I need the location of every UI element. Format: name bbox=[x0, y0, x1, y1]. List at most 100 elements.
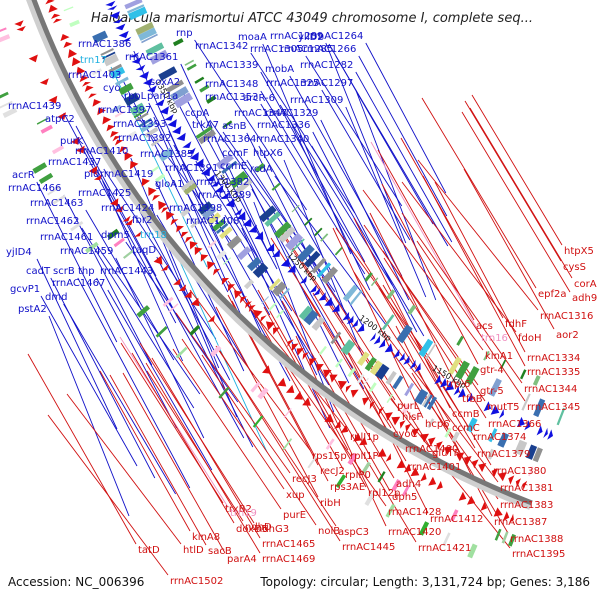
feature-block bbox=[283, 408, 292, 419]
forward-gene-arrow bbox=[225, 198, 235, 208]
feature-block bbox=[488, 428, 498, 443]
feature-block bbox=[123, 92, 140, 107]
reverse-gene-label: rrnAC1401 bbox=[408, 462, 461, 473]
reverse-leader-line bbox=[362, 189, 484, 351]
feature-block bbox=[494, 528, 502, 541]
reverse-gene-label: rrnAC1400 bbox=[405, 444, 458, 455]
forward-gene-label: mobA bbox=[265, 64, 294, 75]
reverse-gene-label: corA bbox=[574, 279, 597, 290]
reverse-gene-arrow bbox=[443, 446, 453, 456]
feature-block bbox=[521, 393, 531, 411]
reverse-gene-label: cysS bbox=[563, 262, 586, 273]
reverse-gene-arrow bbox=[51, 13, 61, 19]
reverse-leader-line bbox=[172, 348, 282, 510]
forward-gene-arrow bbox=[210, 180, 220, 187]
forward-gene-label: rrnAC1353 bbox=[205, 92, 258, 103]
forward-leader-line bbox=[77, 277, 191, 489]
forward-gene-label: rrnAC1382 bbox=[196, 177, 249, 188]
reverse-gene-label: ribH bbox=[320, 498, 341, 509]
feature-block bbox=[226, 235, 242, 250]
feature-block bbox=[212, 218, 227, 232]
reverse-gene-label: rrnAC1380 bbox=[493, 466, 546, 477]
forward-leader-line bbox=[63, 303, 176, 495]
forward-gene-label: rrnAC1393 bbox=[113, 119, 166, 130]
forward-gene-label: acrR bbox=[12, 170, 35, 181]
reverse-gene-arrow-outer bbox=[14, 20, 24, 27]
reverse-gene-label: rrnAC1383 bbox=[500, 500, 553, 511]
feature-block bbox=[252, 415, 264, 428]
reverse-leader-line bbox=[421, 97, 537, 289]
feature-block bbox=[118, 82, 134, 96]
forward-gene-arrow bbox=[351, 319, 359, 328]
reverse-gene-arrow bbox=[184, 236, 193, 244]
forward-leader-line bbox=[355, 89, 437, 301]
reverse-gene-arrow bbox=[207, 261, 216, 270]
feature-block bbox=[162, 296, 174, 307]
feature-block bbox=[103, 53, 119, 67]
forward-gene-label: rrnAC1408 bbox=[186, 216, 239, 227]
reverse-gene-arrow bbox=[316, 364, 324, 372]
feature-block bbox=[107, 228, 120, 240]
reverse-gene-arrow bbox=[71, 57, 81, 67]
feature-block bbox=[414, 388, 429, 405]
feature-block bbox=[237, 246, 252, 261]
forward-gene-arrow bbox=[536, 425, 543, 436]
forward-leader-line bbox=[40, 295, 138, 467]
reverse-gene-label: ndhG3 bbox=[256, 524, 289, 535]
reverse-gene-arrow bbox=[253, 309, 263, 319]
feature-block bbox=[514, 439, 528, 456]
feature-block bbox=[532, 375, 541, 386]
forward-gene-label: rrnAC1386 bbox=[78, 39, 131, 50]
forward-gene-label: rrnAC1439 bbox=[8, 101, 61, 112]
reverse-gene-arrow-outer bbox=[110, 198, 119, 206]
forward-gene-arrow bbox=[118, 30, 129, 39]
forward-gene-label: rrnAC1424 bbox=[101, 203, 154, 214]
reverse-gene-label: rrnAC1420 bbox=[388, 527, 441, 538]
reverse-gene-label: kinA8 bbox=[192, 532, 220, 543]
forward-gene-label: rrnAC1397 bbox=[98, 105, 151, 116]
reverse-gene-arrow bbox=[106, 124, 116, 132]
reverse-leader-line bbox=[469, 107, 573, 279]
feature-block bbox=[252, 262, 269, 278]
feature-block bbox=[180, 207, 191, 218]
forward-gene-arrow bbox=[135, 64, 146, 71]
feature-block bbox=[361, 461, 371, 474]
reverse-leader-line bbox=[464, 100, 562, 262]
feature-block bbox=[0, 34, 11, 43]
feature-block bbox=[364, 272, 373, 282]
forward-leader-line bbox=[220, 174, 318, 376]
forward-gene-arrow bbox=[105, 0, 116, 7]
forward-gene-arrow bbox=[242, 218, 252, 227]
feature-block bbox=[52, 194, 66, 205]
feature-block bbox=[129, 102, 146, 116]
forward-gene-arrow bbox=[112, 18, 123, 24]
reverse-gene-arrow-outer bbox=[493, 507, 503, 517]
feature-block bbox=[497, 432, 510, 448]
forward-gene-arrow bbox=[356, 323, 365, 332]
forward-gene-arrow bbox=[176, 132, 186, 141]
forward-gene-label: rrnAC1289 bbox=[270, 31, 323, 42]
reverse-gene-label: purE bbox=[283, 510, 306, 521]
reverse-gene-arrow bbox=[102, 116, 112, 125]
forward-leader-line bbox=[81, 227, 195, 409]
reverse-gene-arrow bbox=[248, 304, 256, 313]
forward-gene-label: cadT bbox=[26, 266, 51, 277]
feature-block bbox=[215, 153, 234, 170]
backbone-arc bbox=[31, 0, 533, 506]
forward-leader-line bbox=[311, 145, 425, 337]
feature-block bbox=[198, 129, 216, 145]
reverse-gene-arrow bbox=[76, 66, 86, 76]
reverse-gene-label: rrnAC1345 bbox=[527, 402, 580, 413]
feature-block bbox=[386, 289, 396, 300]
reverse-leader-line bbox=[461, 111, 571, 293]
forward-gene-label: rrnAC1443 bbox=[100, 266, 153, 277]
forward-gene-label: ccpA bbox=[185, 108, 209, 119]
forward-gene-arrow bbox=[107, 5, 118, 10]
feature-block bbox=[155, 173, 166, 183]
feature-block bbox=[247, 256, 262, 272]
forward-gene-label: rrnAC1348 bbox=[205, 79, 258, 90]
reverse-gene-arrow bbox=[200, 254, 209, 262]
forward-gene-arrow bbox=[214, 185, 224, 193]
reverse-gene-label: rplI1p bbox=[350, 432, 379, 443]
feature-block bbox=[532, 447, 543, 463]
